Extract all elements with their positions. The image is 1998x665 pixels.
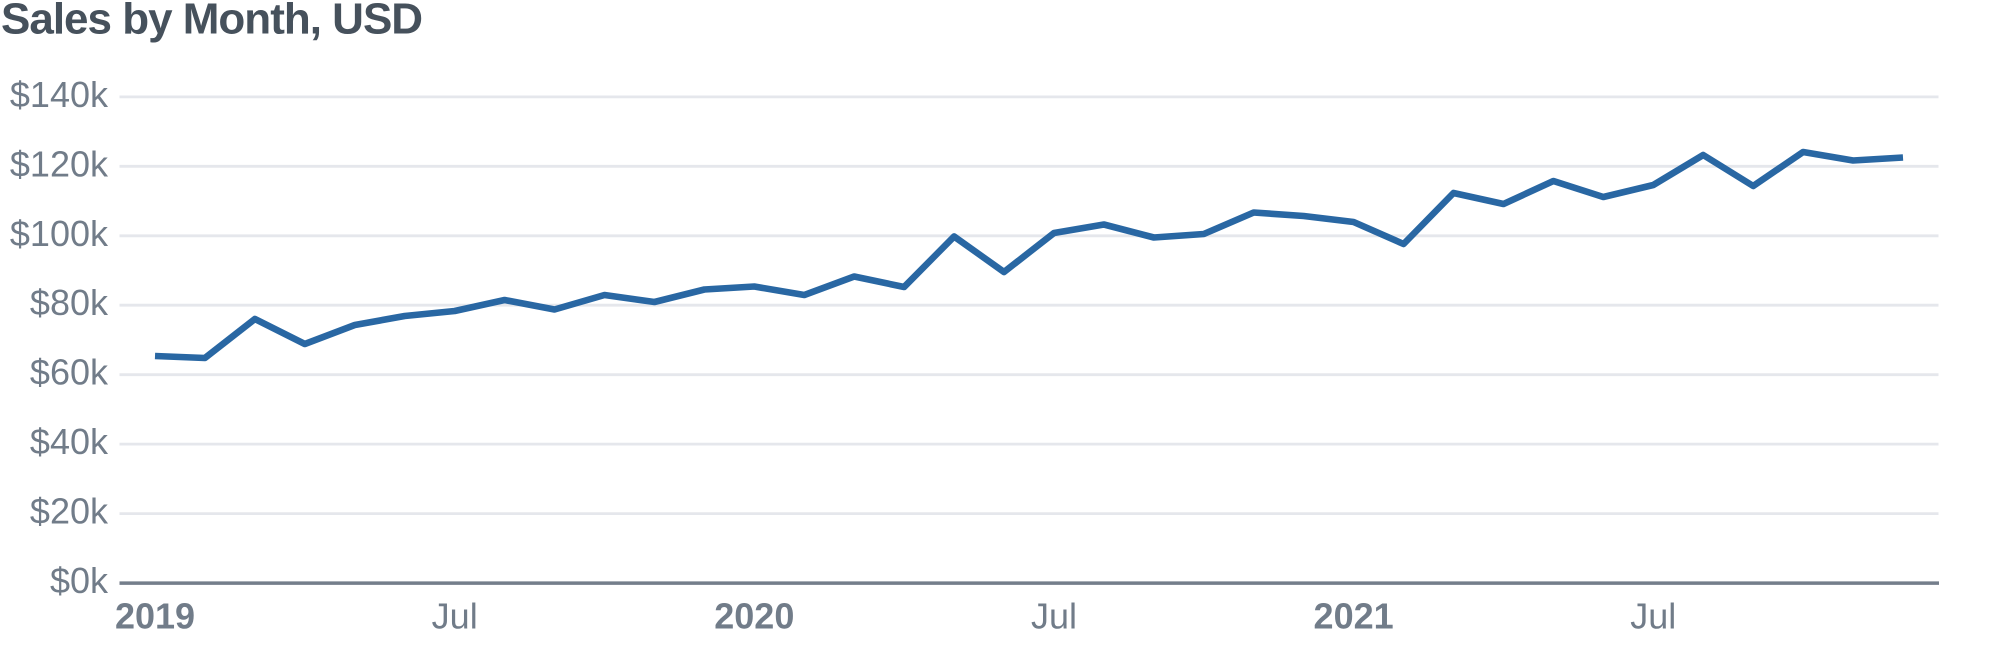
svg-text:$40k: $40k xyxy=(30,421,109,462)
svg-text:Sales by Month, USD: Sales by Month, USD xyxy=(1,0,422,44)
svg-text:Jul: Jul xyxy=(1031,596,1077,637)
svg-text:2020: 2020 xyxy=(714,596,794,637)
svg-text:$100k: $100k xyxy=(10,213,109,254)
svg-text:2021: 2021 xyxy=(1314,596,1394,637)
svg-text:$0k: $0k xyxy=(50,560,109,601)
svg-text:2019: 2019 xyxy=(115,596,195,637)
svg-text:$60k: $60k xyxy=(30,352,109,393)
svg-text:$20k: $20k xyxy=(30,491,109,532)
svg-text:$120k: $120k xyxy=(10,143,109,184)
svg-text:$80k: $80k xyxy=(30,282,109,323)
svg-text:Jul: Jul xyxy=(432,596,478,637)
svg-text:Jul: Jul xyxy=(1630,596,1676,637)
svg-text:$140k: $140k xyxy=(10,74,109,115)
